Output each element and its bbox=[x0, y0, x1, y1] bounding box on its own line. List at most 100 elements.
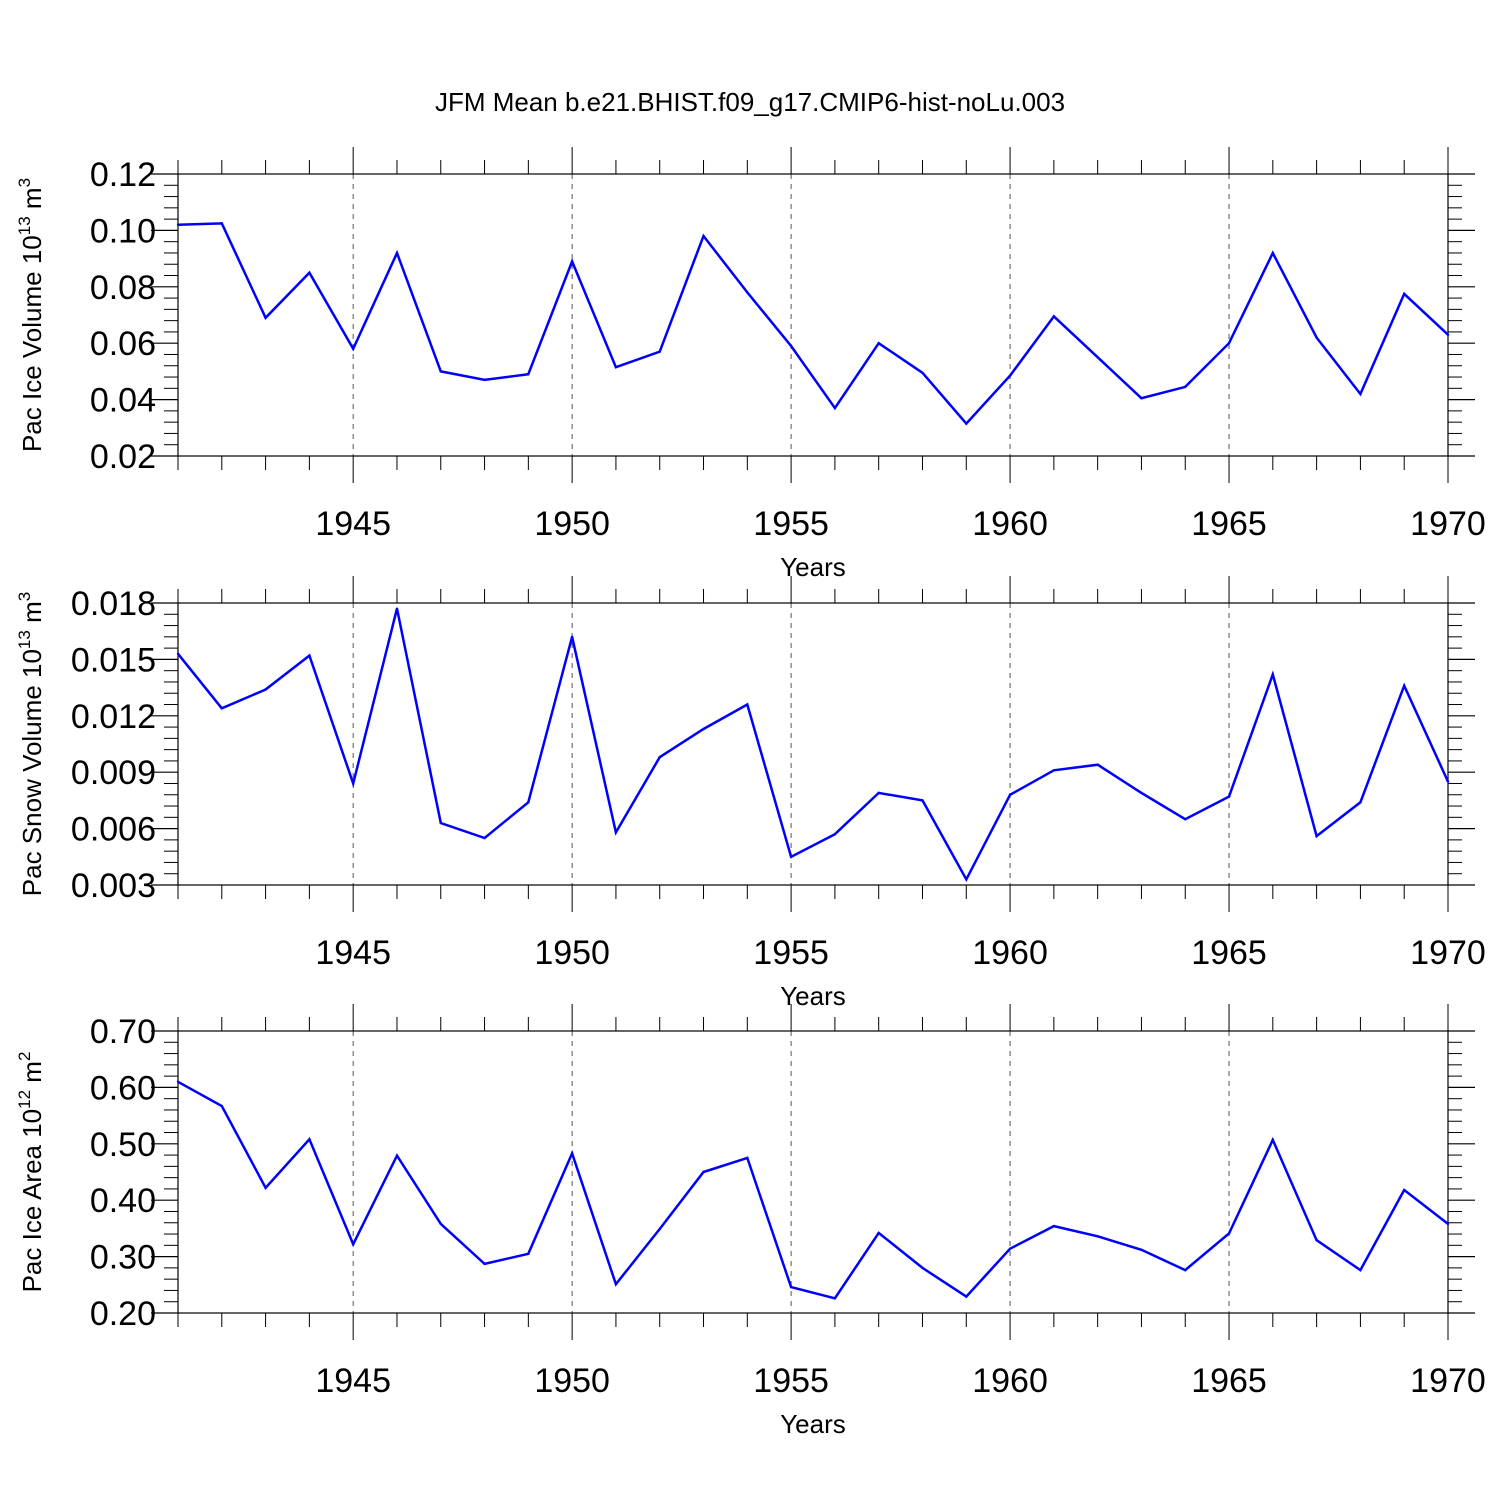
data-point bbox=[1359, 392, 1362, 396]
data-point bbox=[1052, 315, 1056, 318]
data-point bbox=[658, 755, 661, 759]
data-point bbox=[220, 222, 223, 225]
y-label-unit: m bbox=[17, 601, 47, 630]
y-tick-label: 0.60 bbox=[90, 1069, 156, 1107]
data-point bbox=[1227, 1232, 1231, 1235]
data-point bbox=[921, 371, 924, 375]
data-point bbox=[658, 1227, 661, 1231]
chart-title: JFM Mean b.e21.BHIST.f09_g17.CMIP6-hist-… bbox=[435, 87, 1065, 117]
data-point bbox=[439, 1222, 442, 1226]
data-point bbox=[395, 607, 399, 610]
x-tick-label: 1955 bbox=[753, 934, 829, 972]
data-point bbox=[1227, 342, 1231, 345]
data-point bbox=[351, 782, 355, 785]
data-point bbox=[746, 291, 749, 294]
x-tick-label: 1960 bbox=[972, 505, 1048, 543]
plot-frame bbox=[177, 602, 1449, 886]
data-point bbox=[1403, 292, 1406, 296]
data-point bbox=[1315, 834, 1318, 838]
data-point bbox=[746, 1156, 749, 1160]
data-point bbox=[1446, 333, 1450, 336]
y-tick-label: 0.012 bbox=[71, 698, 156, 736]
y-tick-label: 0.015 bbox=[71, 641, 156, 679]
data-point bbox=[1403, 1188, 1406, 1192]
data-point bbox=[176, 652, 180, 655]
x-tick-label: 1955 bbox=[753, 1362, 829, 1400]
data-point bbox=[1271, 673, 1275, 676]
panel-1: 0.02 0.04 0.06 0.08 0.10 0.12 1945 1950 1955 1960… bbox=[15, 147, 1486, 582]
y-tick-label: 0.003 bbox=[71, 867, 156, 905]
y-axis-label: Pac Ice Volume 1013 m3 bbox=[15, 178, 47, 452]
y-label-unit-exponent: 2 bbox=[15, 1052, 34, 1061]
x-tick-label: 1950 bbox=[534, 1362, 610, 1400]
data-point bbox=[1227, 795, 1231, 798]
y-tick-label: 0.02 bbox=[90, 438, 156, 476]
data-point bbox=[1184, 1268, 1187, 1272]
data-point bbox=[1096, 356, 1099, 359]
data-point bbox=[921, 1266, 924, 1270]
data-point bbox=[833, 406, 837, 410]
data-point bbox=[965, 878, 968, 881]
y-tick-label: 0.018 bbox=[71, 585, 156, 623]
data-point bbox=[1446, 780, 1450, 783]
x-axis-label: Years bbox=[780, 981, 846, 1011]
data-point bbox=[1359, 1268, 1362, 1272]
data-point bbox=[1359, 801, 1362, 804]
data-point bbox=[1271, 251, 1275, 255]
y-tick-label: 0.20 bbox=[90, 1295, 156, 1333]
x-tick-label: 1970 bbox=[1410, 505, 1486, 543]
data-point bbox=[1184, 818, 1187, 821]
y-tick-label: 0.40 bbox=[90, 1182, 156, 1220]
y-label-exponent: 13 bbox=[15, 630, 34, 649]
data-point bbox=[614, 1283, 618, 1286]
data-point bbox=[1184, 385, 1187, 389]
series-line bbox=[177, 1080, 1449, 1300]
x-tick-label: 1950 bbox=[534, 505, 610, 543]
y-tick-label: 0.006 bbox=[71, 811, 156, 849]
data-point bbox=[1096, 1235, 1099, 1238]
data-point bbox=[264, 688, 267, 691]
data-point bbox=[1315, 336, 1318, 339]
y-axis-label: Pac Snow Volume 1013 m3 bbox=[15, 592, 47, 896]
data-point bbox=[308, 271, 311, 274]
y-label-exponent: 12 bbox=[15, 1090, 34, 1109]
y-tick-label: 0.12 bbox=[90, 156, 156, 194]
panel-2: 0.003 0.006 0.009 0.012 0.015 0.018 1945 1950 19… bbox=[15, 576, 1486, 1011]
x-tick-label: 1945 bbox=[315, 934, 391, 972]
data-point bbox=[570, 260, 574, 263]
series-line bbox=[177, 222, 1449, 426]
data-point bbox=[176, 1080, 180, 1083]
data-point bbox=[439, 821, 442, 825]
data-point bbox=[1096, 763, 1099, 766]
data-point bbox=[176, 223, 180, 226]
plot-frame bbox=[177, 1030, 1449, 1314]
y-tick-label: 0.009 bbox=[71, 754, 156, 792]
data-point bbox=[614, 365, 618, 369]
y-tick-label: 0.70 bbox=[90, 1013, 156, 1051]
data-point bbox=[1140, 791, 1143, 795]
data-point bbox=[570, 1152, 574, 1155]
y-label-unit-exponent: 3 bbox=[15, 178, 34, 187]
y-label-exponent: 13 bbox=[15, 216, 34, 235]
data-point bbox=[702, 234, 705, 238]
data-point bbox=[570, 635, 574, 639]
data-point bbox=[1008, 374, 1012, 377]
data-point bbox=[789, 855, 793, 858]
data-point bbox=[1315, 1239, 1318, 1242]
data-point bbox=[1140, 396, 1143, 400]
data-point bbox=[833, 1297, 837, 1300]
data-point bbox=[1008, 793, 1012, 796]
data-point bbox=[1271, 1138, 1275, 1142]
data-point bbox=[614, 831, 618, 834]
data-point bbox=[527, 1252, 530, 1255]
data-point bbox=[483, 378, 486, 382]
data-point bbox=[658, 350, 661, 353]
x-tick-label: 1960 bbox=[972, 934, 1048, 972]
data-point bbox=[1052, 1224, 1056, 1228]
data-point bbox=[1008, 1247, 1012, 1250]
data-point bbox=[702, 727, 705, 731]
x-tick-label: 1950 bbox=[534, 934, 610, 972]
data-point bbox=[921, 799, 924, 802]
x-axis-label: Years bbox=[780, 552, 846, 582]
